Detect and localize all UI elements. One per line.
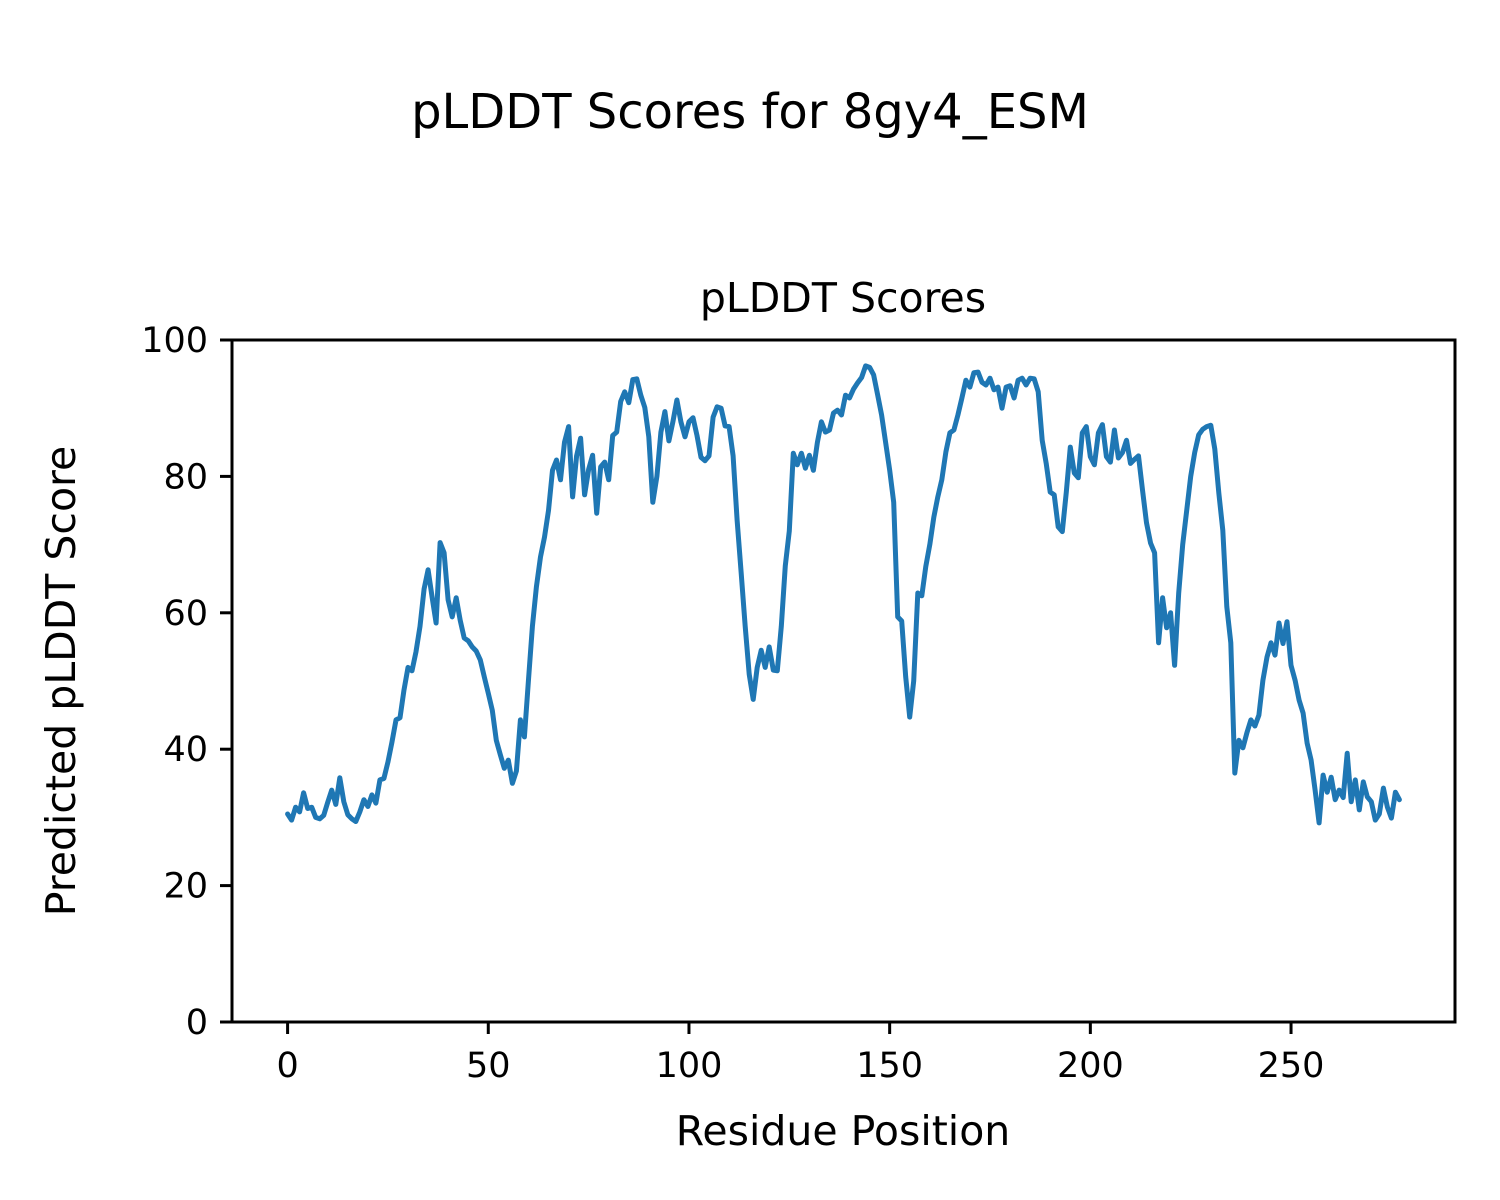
x-tick-label-200: 200 (1057, 1046, 1124, 1086)
y-tick-label-80: 80 (163, 457, 208, 497)
plot-area-border (230, 338, 1457, 1024)
y-tick-label-40: 40 (163, 730, 208, 770)
y-axis-ticks: 0 20 40 60 80 100 (141, 321, 232, 1043)
x-tick-label-250: 250 (1258, 1046, 1325, 1086)
x-tick-label-100: 100 (656, 1046, 723, 1086)
x-axis-ticks: 0 50 100 150 200 250 (276, 1022, 1324, 1086)
x-tick-label-150: 150 (856, 1046, 923, 1086)
axes-title: pLDDT Scores (700, 274, 986, 322)
y-axis-label: Predicted pLDDT Score (37, 446, 85, 916)
x-tick-label-50: 50 (466, 1046, 511, 1086)
y-tick-label-60: 60 (163, 594, 208, 634)
figure-title: pLDDT Scores for 8gy4_ESM (411, 84, 1089, 140)
x-tick-label-0: 0 (276, 1046, 298, 1086)
y-tick-label-100: 100 (141, 321, 208, 361)
y-tick-label-20: 20 (163, 867, 208, 907)
y-tick-label-0: 0 (186, 1003, 208, 1043)
x-axis-label: Residue Position (676, 1107, 1011, 1155)
plddt-line-series (285, 363, 1402, 826)
